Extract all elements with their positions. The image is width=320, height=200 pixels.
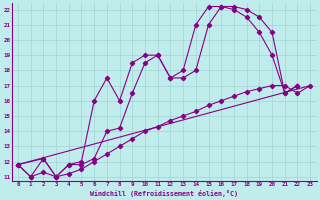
X-axis label: Windchill (Refroidissement éolien,°C): Windchill (Refroidissement éolien,°C) — [90, 190, 238, 197]
